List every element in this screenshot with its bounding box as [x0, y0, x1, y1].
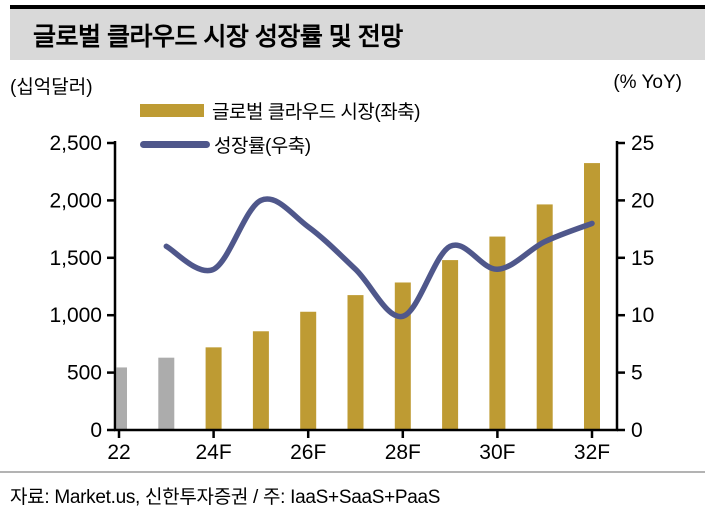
left-tick-label: 2,500: [49, 132, 102, 155]
right-axis-unit-label: (% YoY): [613, 72, 682, 93]
bar-22: [116, 367, 127, 430]
right-tick-label: 15: [631, 247, 654, 270]
x-tick-label: 22: [107, 441, 130, 464]
bar-26F: [300, 311, 317, 430]
title-band: 글로벌 클라우드 시장 성장률 및 전망: [10, 9, 705, 60]
left-tick-label: 1,000: [49, 304, 102, 327]
legend-item-market: 글로벌 클라우드 시장(좌축): [140, 98, 421, 123]
bar-28F: [394, 282, 411, 430]
left-tick-label: 500: [67, 362, 102, 385]
left-tick-label: 0: [90, 419, 102, 442]
bar-30F: [489, 236, 506, 430]
x-tick-label: 26F: [290, 441, 326, 464]
footer-divider: [0, 471, 705, 473]
right-tick-label: 20: [631, 189, 654, 212]
combo-chart: 0 500 1,000 1,500 2,000 2,500 0 5 10 15 20 25 22 24F 2…: [49, 132, 654, 464]
line-series-swatch: [140, 140, 210, 148]
bar-25F: [252, 331, 269, 430]
x-tick-label: 24F: [196, 441, 232, 464]
growth-rate-line: [163, 196, 595, 320]
title-top-rule: [10, 5, 705, 9]
bar-32F: [584, 163, 600, 430]
x-tick-label: 30F: [479, 441, 515, 464]
bar-27F: [347, 295, 364, 430]
bar-24F: [205, 347, 222, 430]
page-title: 글로벌 클라우드 시장 성장률 및 전망: [33, 22, 403, 51]
line-series-label: 성장률(우축): [214, 135, 311, 157]
right-tick-label: 0: [631, 419, 643, 442]
bar-29F: [442, 260, 459, 430]
x-tick-label: 28F: [385, 441, 421, 464]
bar-series-label: 글로벌 클라우드 시장(좌축): [212, 101, 421, 123]
right-tick-label: 25: [631, 132, 654, 155]
left-tick-label: 1,500: [49, 247, 102, 270]
x-tick-label: 32F: [574, 441, 610, 464]
axis-unit-row: (십억달러) (% YoY): [10, 72, 682, 99]
source-note: 자료: Market.us, 신한투자증권 / 주: IaaS+SaaS+Paa…: [10, 487, 441, 508]
left-axis-unit-label: (십억달러): [10, 77, 93, 98]
left-tick-label: 2,000: [49, 189, 102, 212]
bar-31F: [536, 204, 553, 430]
right-tick-label: 5: [631, 362, 643, 385]
bar-23: [158, 357, 175, 430]
right-tick-label: 10: [631, 304, 654, 327]
bar-series-swatch: [140, 103, 204, 117]
chart-legend: 글로벌 클라우드 시장(좌축) 성장률(우축): [140, 98, 421, 166]
legend-item-growth: 성장률(우축): [140, 132, 420, 157]
